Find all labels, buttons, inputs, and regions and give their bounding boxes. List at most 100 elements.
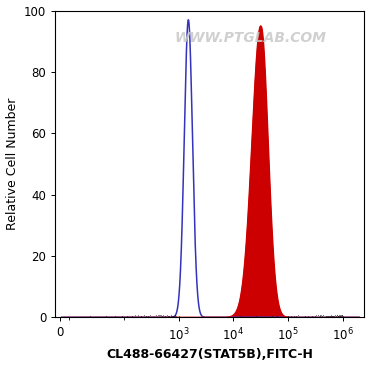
Point: [336, 313, 342, 319]
Point: [322, 313, 328, 319]
Point: [322, 314, 327, 320]
Point: [319, 313, 325, 319]
Point: [238, 313, 243, 319]
Point: [331, 314, 337, 320]
Point: [340, 313, 346, 319]
Point: [308, 314, 314, 320]
Point: [164, 312, 170, 318]
Point: [150, 314, 156, 320]
Point: [58, 313, 64, 319]
Point: [314, 314, 320, 320]
Point: [336, 314, 342, 320]
Point: [333, 313, 339, 319]
Point: [173, 313, 179, 319]
Point: [317, 313, 323, 319]
Point: [155, 312, 161, 318]
Point: [175, 313, 181, 319]
Point: [171, 313, 176, 319]
Point: [315, 312, 321, 318]
Point: [329, 313, 335, 319]
Point: [300, 314, 306, 320]
Point: [332, 312, 338, 318]
Point: [339, 313, 345, 319]
Point: [320, 313, 326, 319]
Point: [326, 314, 332, 320]
Point: [297, 314, 303, 320]
Point: [158, 312, 164, 318]
Point: [336, 313, 342, 319]
Point: [156, 312, 162, 318]
Point: [316, 314, 322, 320]
Point: [286, 313, 292, 319]
Point: [303, 314, 309, 320]
Point: [327, 314, 333, 320]
Point: [310, 314, 316, 320]
Point: [253, 313, 259, 319]
Point: [147, 312, 153, 318]
Point: [328, 313, 334, 319]
Point: [325, 314, 331, 320]
Point: [332, 313, 337, 319]
Point: [302, 313, 308, 319]
Point: [326, 313, 332, 319]
Point: [339, 312, 345, 318]
Point: [333, 314, 339, 320]
Point: [279, 314, 285, 320]
Point: [330, 314, 336, 320]
Point: [129, 313, 135, 319]
Point: [112, 313, 118, 319]
Point: [307, 314, 313, 320]
Point: [145, 313, 151, 319]
Point: [168, 313, 174, 319]
Point: [138, 313, 144, 319]
Point: [337, 313, 343, 319]
Point: [153, 312, 159, 318]
Point: [336, 312, 342, 318]
Point: [166, 313, 172, 319]
Point: [293, 313, 299, 319]
Point: [332, 314, 338, 320]
Point: [263, 314, 269, 320]
Point: [334, 312, 340, 318]
Point: [165, 313, 171, 319]
Point: [119, 313, 125, 319]
Point: [172, 313, 178, 319]
Point: [323, 313, 329, 319]
Point: [305, 313, 310, 319]
X-axis label: CL488-66427(STAT5B),FITC-H: CL488-66427(STAT5B),FITC-H: [107, 348, 313, 361]
Point: [288, 313, 294, 319]
Point: [172, 312, 178, 318]
Point: [328, 312, 334, 318]
Point: [330, 313, 336, 319]
Point: [170, 314, 176, 320]
Point: [291, 313, 297, 319]
Point: [269, 313, 275, 319]
Point: [162, 314, 168, 320]
Point: [171, 313, 177, 319]
Point: [329, 313, 335, 319]
Point: [132, 312, 138, 318]
Point: [320, 314, 326, 320]
Point: [313, 312, 319, 318]
Point: [135, 312, 141, 318]
Point: [295, 312, 301, 318]
Point: [339, 312, 345, 318]
Point: [312, 313, 318, 319]
Point: [159, 313, 165, 319]
Point: [282, 314, 288, 320]
Y-axis label: Relative Cell Number: Relative Cell Number: [6, 98, 18, 230]
Point: [327, 313, 333, 319]
Point: [324, 313, 330, 319]
Point: [334, 313, 340, 319]
Point: [161, 312, 167, 318]
Point: [169, 313, 175, 319]
Point: [143, 313, 149, 319]
Point: [168, 312, 174, 318]
Point: [164, 314, 169, 320]
Point: [323, 314, 329, 320]
Point: [335, 314, 341, 320]
Point: [103, 313, 109, 319]
Point: [87, 313, 93, 319]
Point: [338, 312, 344, 318]
Text: WWW.PTGLAB.COM: WWW.PTGLAB.COM: [174, 31, 326, 45]
